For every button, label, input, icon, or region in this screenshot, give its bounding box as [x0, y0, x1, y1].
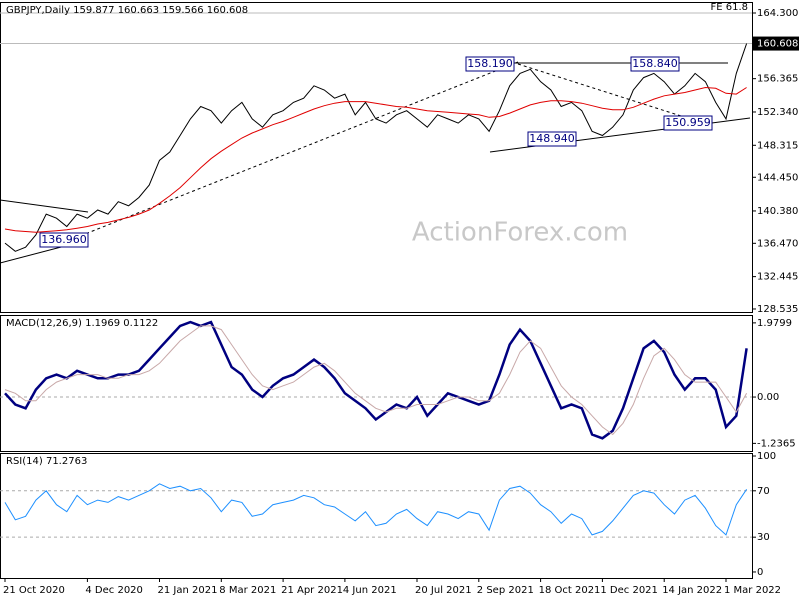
annotation: 158.840 — [632, 57, 678, 70]
macd-title: MACD(12,26,9) 1.1969 0.1122 — [6, 318, 158, 329]
x-tick-label: 8 Mar 2021 — [219, 585, 276, 596]
x-tick-label: 14 Jan 2022 — [662, 585, 722, 596]
y-tick-label: 148.315 — [757, 140, 798, 151]
y-tick-label: 152.340 — [757, 107, 798, 118]
y-tick-label: 70 — [757, 486, 770, 497]
series-line — [4, 325, 748, 436]
x-tick-label: 2 Sep 2021 — [477, 585, 534, 596]
y-tick-label: 30 — [757, 532, 770, 543]
annotation-box — [39, 232, 89, 248]
x-tick-label: 1 Dec 2021 — [600, 585, 658, 596]
last-price-box — [753, 36, 799, 51]
series-line — [4, 86, 747, 233]
annotation-box — [465, 56, 515, 72]
fe-label: FE 61.8 — [710, 2, 748, 13]
rsi-panel — [0, 453, 753, 579]
annotation-box — [527, 131, 577, 147]
annotation: 136.960 — [41, 233, 87, 246]
x-tick-label: 18 Oct 2021 — [539, 585, 601, 596]
x-tick-label: 20 Jul 2021 — [415, 585, 472, 596]
y-tick-label: 132.445 — [757, 272, 798, 283]
y-tick-label: -1.2365 — [757, 438, 796, 449]
annotation-box — [663, 115, 713, 131]
x-tick-label: 1 Mar 2022 — [724, 585, 781, 596]
x-tick-label: 21 Apr 2021 — [281, 585, 343, 596]
x-tick-label: 21 Jan 2021 — [158, 585, 218, 596]
y-tick-label: 0.00 — [757, 392, 779, 403]
y-tick-label: 0 — [757, 567, 763, 578]
annotation: 148.940 — [529, 132, 575, 145]
y-tick-label: 156.365 — [757, 74, 798, 85]
annotation-box — [630, 56, 680, 72]
y-tick-label: 1.9799 — [757, 318, 792, 329]
annotation: 150.959 — [665, 116, 711, 129]
series-line — [4, 43, 748, 252]
price-panel — [0, 2, 753, 313]
y-tick-label: 136.470 — [757, 238, 798, 249]
y-tick-label: 100 — [757, 451, 776, 462]
x-tick-label: 21 Oct 2020 — [3, 585, 65, 596]
y-tick-label: 164.300 — [757, 8, 798, 19]
y-tick-label: 144.450 — [757, 172, 798, 183]
x-tick-label: 4 Jun 2021 — [343, 585, 397, 596]
watermark: ActionForex.com — [412, 218, 628, 248]
series-line — [4, 483, 748, 536]
y-tick-label: 140.380 — [757, 206, 798, 217]
rsi-title: RSI(14) 71.2763 — [6, 456, 87, 467]
x-tick-label: 4 Dec 2020 — [85, 585, 143, 596]
chart-title: GBPJPY,Daily 159.877 160.663 159.566 160… — [6, 5, 248, 16]
last-price-label: 160.608 — [757, 39, 798, 50]
y-tick-label: 128.535 — [757, 304, 798, 315]
annotation: 158.190 — [467, 57, 513, 70]
macd-panel — [0, 315, 753, 452]
